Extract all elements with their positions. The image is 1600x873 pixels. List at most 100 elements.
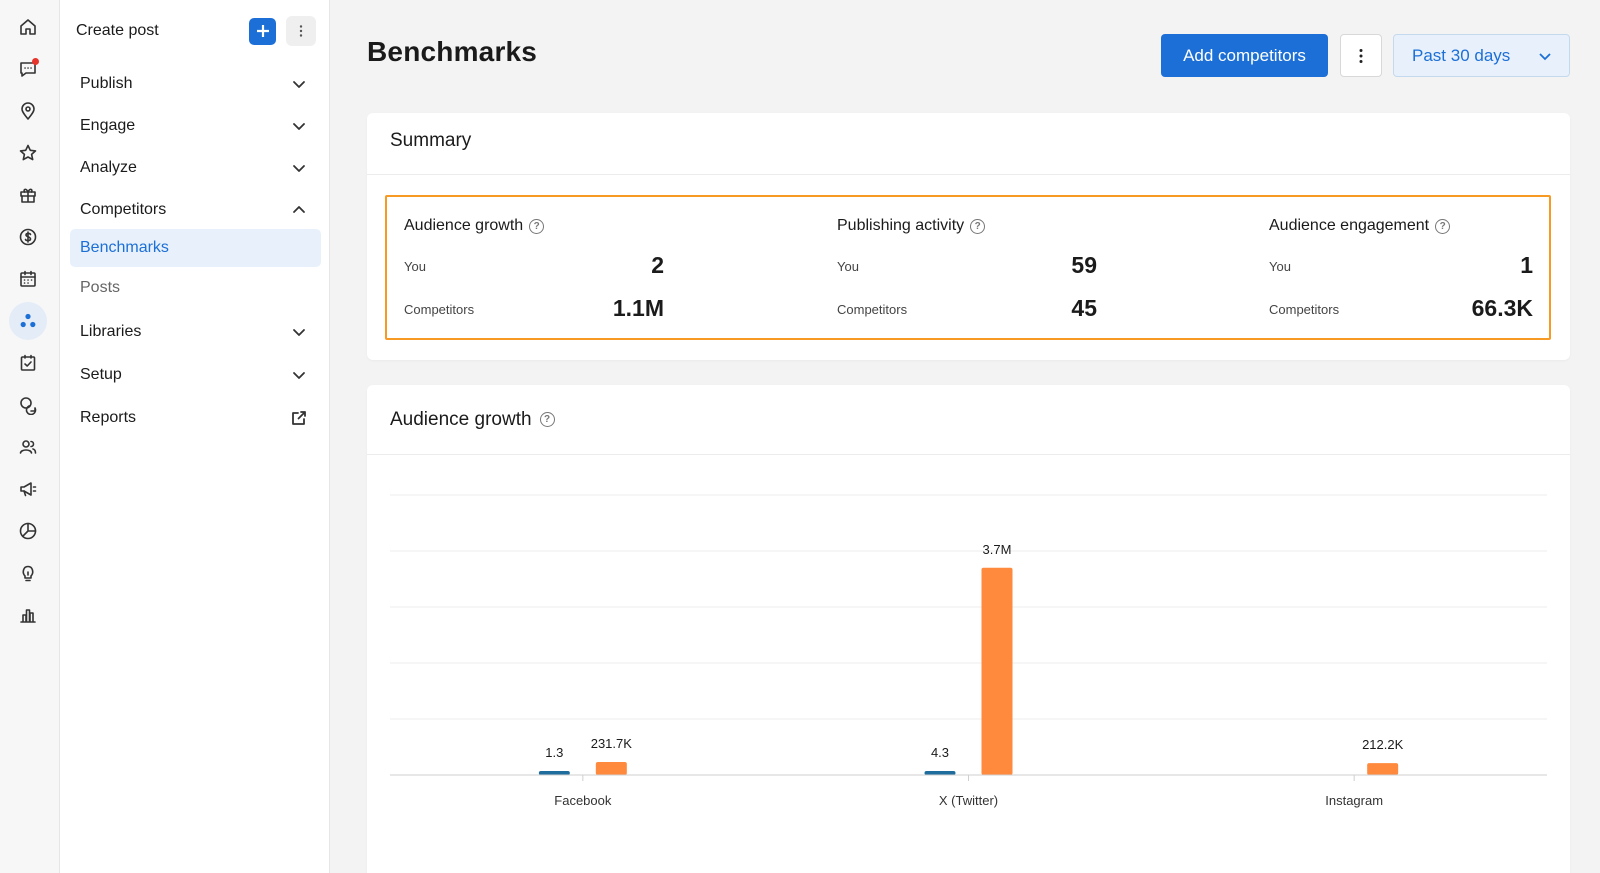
sidebar-item-label: Posts (80, 279, 121, 296)
x-tick-label: X (Twitter) (939, 793, 998, 808)
chat-bubbles-icon[interactable] (9, 386, 47, 424)
tasks-icon[interactable] (9, 344, 47, 382)
sidebar-item-analyze[interactable]: Analyze (70, 149, 321, 187)
location-pin-icon[interactable] (9, 92, 47, 130)
x-tick-label: Instagram (1325, 793, 1383, 808)
gift-icon[interactable] (9, 176, 47, 214)
competitors-value: 45 (1071, 295, 1097, 321)
you-value: 59 (1071, 252, 1097, 278)
competitors-value: 66.3K (1471, 295, 1533, 321)
you-value: 1 (1520, 252, 1533, 278)
icon-rail (0, 0, 60, 873)
sidebar-item-label: Benchmarks (80, 239, 169, 256)
pie-chart-icon[interactable] (9, 512, 47, 550)
metric-audience-engagement: Audience engagement ? You 1 Competitors … (1269, 197, 1533, 337)
megaphone-icon[interactable] (9, 470, 47, 508)
create-post-more-button[interactable] (286, 16, 316, 46)
create-post-row: Create post (76, 14, 316, 48)
metric-publishing-activity: Publishing activity ? You 59 Competitors… (837, 197, 1097, 337)
metric-title: Audience engagement ? (1269, 217, 1451, 235)
summary-highlight: Audience growth ? You 2 Competitors 1.1M… (385, 195, 1551, 340)
bar[interactable] (981, 567, 1013, 775)
sidebar-item-label: Libraries (80, 323, 142, 340)
star-icon[interactable] (9, 134, 47, 172)
you-label: You (837, 259, 859, 274)
you-value: 2 (651, 252, 664, 278)
competitors-label: Competitors (837, 302, 908, 317)
chevron-up-icon (293, 206, 305, 213)
summary-title: Summary (367, 113, 1570, 175)
create-post-label: Create post (76, 22, 159, 39)
help-icon[interactable]: ? (539, 412, 555, 427)
bar[interactable] (924, 771, 956, 775)
sidebar-item-label: Engage (80, 117, 136, 134)
chevron-down-icon (293, 123, 305, 130)
plus-icon (256, 25, 269, 37)
you-label: You (404, 259, 426, 274)
competitors-label: Competitors (1269, 302, 1340, 317)
help-icon[interactable]: ? (529, 218, 545, 234)
help-icon[interactable]: ? (1435, 218, 1451, 234)
add-competitors-button[interactable]: Add competitors (1161, 34, 1328, 77)
sidebar-item-benchmarks[interactable]: Benchmarks (70, 229, 321, 267)
sidebar-item-label: Analyze (80, 159, 137, 176)
date-range-value: Past 30 days (1412, 45, 1511, 65)
kebab-icon (1359, 48, 1363, 63)
metric-title: Publishing activity ? (837, 217, 986, 235)
messages-icon[interactable] (9, 50, 47, 88)
chevron-down-icon (1539, 52, 1551, 60)
audience-growth-title: Audience growth (390, 408, 532, 430)
metric-title-text: Audience engagement (1269, 217, 1430, 234)
competitors-icon[interactable] (9, 302, 47, 340)
bar[interactable] (595, 762, 627, 775)
sidebar-item-libraries[interactable]: Libraries (70, 313, 321, 351)
chevron-down-icon (293, 81, 305, 88)
calendar-icon[interactable] (9, 260, 47, 298)
summary-card: Summary Audience growth ? You 2 Competit… (367, 113, 1570, 360)
data-label: 3.7M (983, 542, 1012, 557)
sidebar: Create post Publish Engage Analyze Compe… (60, 0, 330, 873)
lightbulb-icon[interactable] (9, 554, 47, 592)
data-label: 231.7K (591, 736, 633, 751)
metric-title: Audience growth ? (404, 217, 545, 235)
page-title: Benchmarks (367, 36, 538, 67)
data-label: 212.2K (1362, 737, 1404, 752)
sidebar-item-reports[interactable]: Reports (70, 399, 321, 437)
data-label: 4.3 (931, 745, 949, 760)
audience-growth-header: Audience growth ? (367, 385, 1570, 455)
sidebar-item-label: Competitors (80, 201, 167, 218)
chevron-down-icon (293, 329, 305, 336)
kebab-icon (299, 25, 303, 37)
audience-growth-card: Audience growth ? 1.3 231.7K Facebook 4.3 3.… (367, 385, 1570, 873)
sidebar-item-publish[interactable]: Publish (70, 65, 321, 103)
chevron-down-icon (293, 372, 305, 379)
more-options-button[interactable] (1340, 34, 1382, 77)
bar[interactable] (1367, 763, 1399, 775)
sidebar-item-label: Publish (80, 75, 133, 92)
bar-chart-icon[interactable] (9, 596, 47, 634)
sidebar-item-competitors[interactable]: Competitors (70, 191, 321, 229)
sidebar-item-label: Setup (80, 366, 122, 383)
date-range-select[interactable]: Past 30 days (1393, 34, 1570, 77)
sidebar-item-posts[interactable]: Posts (70, 269, 321, 307)
chevron-down-icon (293, 165, 305, 172)
you-label: You (1269, 259, 1291, 274)
sidebar-item-setup[interactable]: Setup (70, 356, 321, 394)
dollar-icon[interactable] (9, 218, 47, 256)
metric-audience-growth: Audience growth ? You 2 Competitors 1.1M (404, 197, 664, 337)
home-icon[interactable] (9, 8, 47, 46)
sidebar-item-engage[interactable]: Engage (70, 107, 321, 145)
people-icon[interactable] (9, 428, 47, 466)
help-icon[interactable]: ? (970, 218, 986, 234)
competitors-value: 1.1M (612, 295, 664, 321)
create-post-button[interactable] (249, 17, 276, 45)
audience-growth-chart: 1.3 231.7K Facebook 4.3 3.7M X (Twitter) 212.2… (390, 494, 1547, 808)
bar[interactable] (538, 771, 570, 775)
x-tick-label: Facebook (554, 793, 612, 808)
sidebar-item-label: Reports (80, 409, 137, 426)
competitors-label: Competitors (404, 302, 475, 317)
notification-dot (32, 58, 39, 65)
metric-title-text: Publishing activity (837, 217, 965, 234)
metric-title-text: Audience growth (404, 217, 524, 234)
data-label: 1.3 (545, 745, 563, 760)
